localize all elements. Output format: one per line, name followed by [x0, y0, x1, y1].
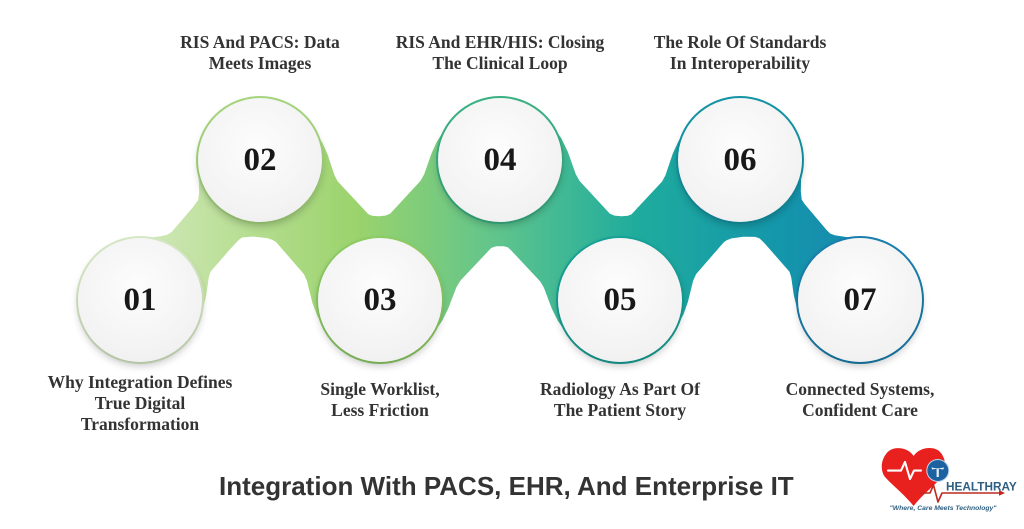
- svg-text:"Where, Care Meets Technology": "Where, Care Meets Technology": [889, 505, 997, 512]
- svg-text:HEALTHRAY: HEALTHRAY: [946, 480, 1017, 494]
